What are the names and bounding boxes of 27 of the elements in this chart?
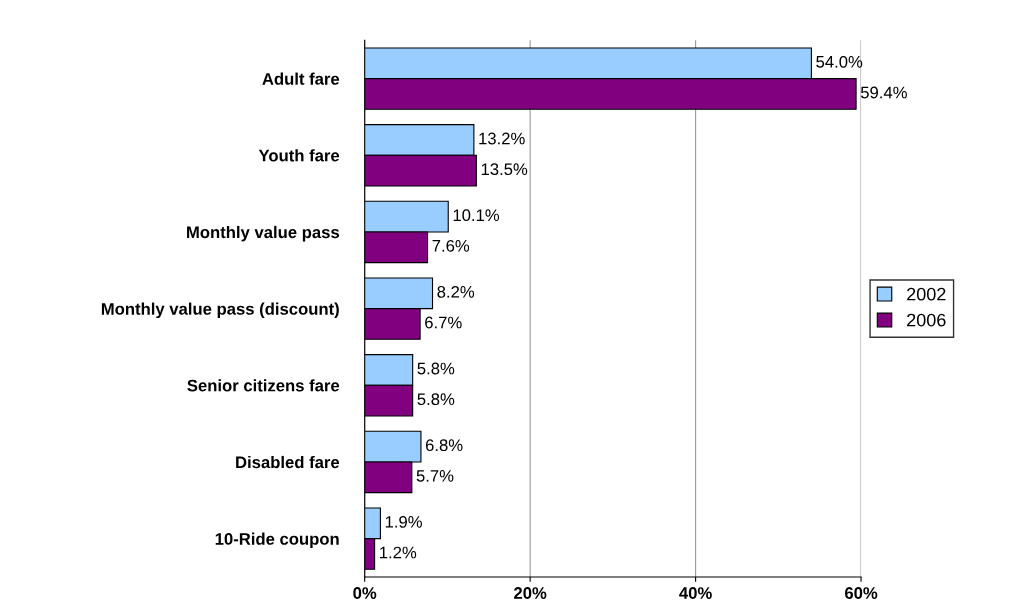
data-label: 8.2% — [437, 285, 475, 298]
data-label: 7.6% — [432, 239, 470, 252]
data-label: 59.4% — [860, 86, 907, 99]
x-tick-label: 60% — [844, 587, 878, 599]
data-label: 6.8% — [425, 439, 463, 452]
data-label: 5.8% — [417, 393, 455, 406]
data-label: 5.7% — [416, 470, 454, 482]
data-label: 10.1% — [453, 209, 500, 222]
data-label: 5.8% — [417, 362, 455, 375]
y-tick-label: Monthly value pass — [187, 225, 340, 242]
x-tick-label: 20% — [514, 587, 547, 599]
data-label: 6.7% — [425, 316, 462, 329]
data-label: 1.2% — [380, 546, 417, 559]
x-tick-label: 40% — [679, 587, 712, 599]
data-label: 54.0% — [816, 55, 863, 68]
y-tick-label: 10-Ride coupon — [215, 532, 339, 549]
y-tick-label: Monthly value pass (discount) — [101, 302, 339, 319]
legend-label: 2006 — [907, 313, 946, 327]
y-tick-label: Disabled fare — [236, 455, 340, 469]
x-tick-label: 0% — [353, 587, 377, 599]
data-label: 13.2% — [479, 132, 525, 145]
legend-label: 2002 — [907, 287, 946, 301]
y-tick-label: Adult fare — [262, 72, 340, 85]
data-label: 13.5% — [481, 163, 528, 176]
y-tick-label: Youth fare — [258, 149, 340, 162]
data-label: 1.9% — [385, 515, 422, 528]
y-tick-label: Senior citizens fare — [187, 379, 340, 392]
